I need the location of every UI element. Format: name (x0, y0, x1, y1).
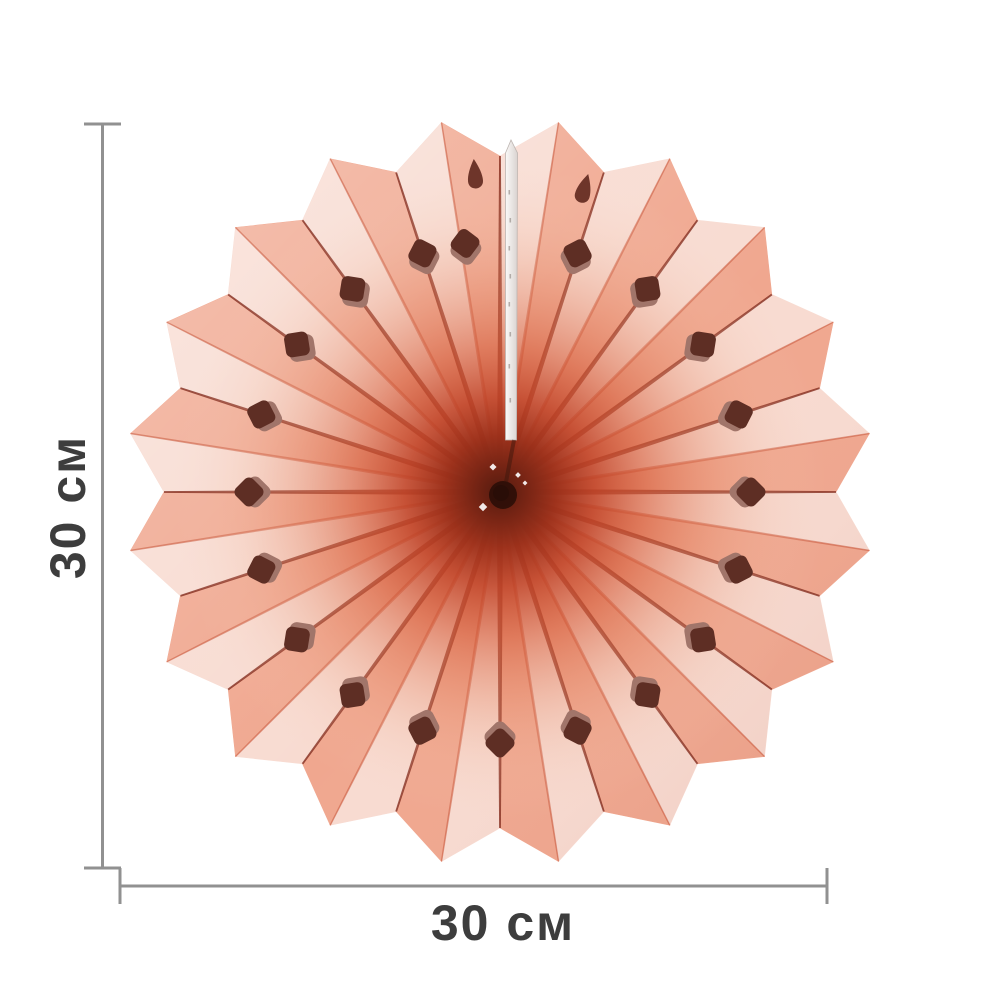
fan-cutout-holes (234, 159, 766, 758)
horizontal-dimension-label: 30 см (431, 895, 575, 951)
paper-fan (70, 62, 930, 922)
horizontal-dimension: 30 см (118, 868, 829, 951)
fan-glints (478, 463, 528, 512)
vertical-dimension: 30 см (40, 122, 121, 870)
vertical-dimension-label: 30 см (40, 435, 96, 579)
fan-center-core (70, 62, 930, 922)
fan-seam-strip (504, 139, 518, 483)
